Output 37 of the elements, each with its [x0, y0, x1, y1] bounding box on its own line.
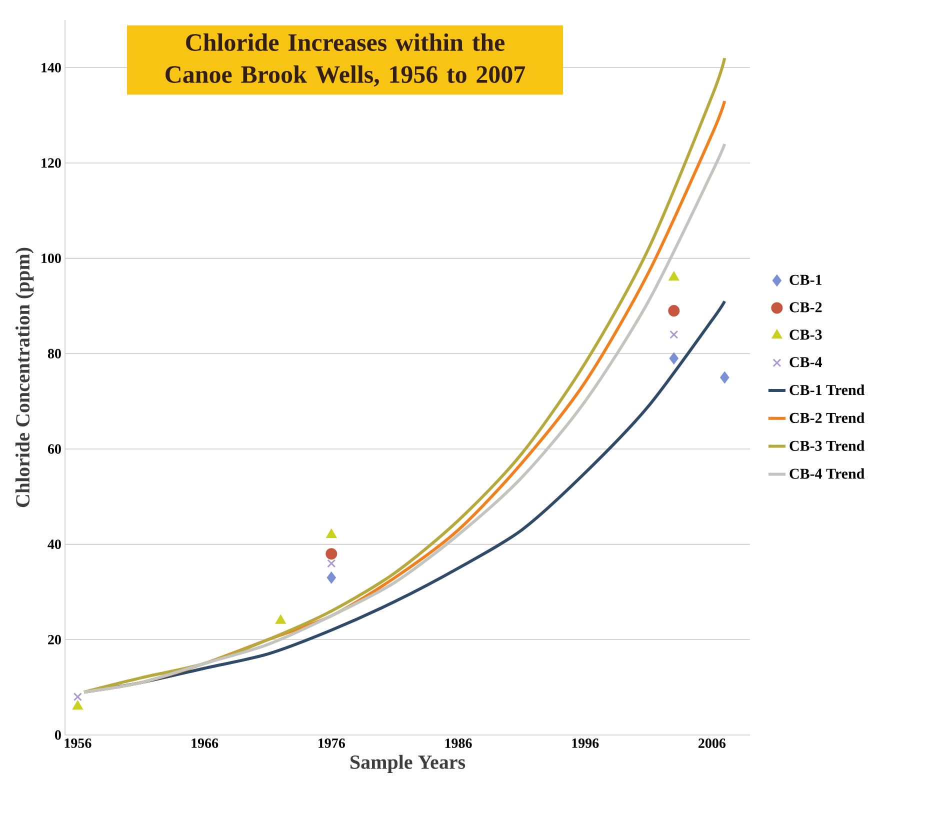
point — [72, 700, 83, 710]
point — [326, 548, 338, 560]
x-axis-title: Sample Years — [350, 754, 466, 773]
y-tick-label: 100 — [42, 254, 61, 264]
point — [668, 305, 680, 316]
x-tick-label: 1976 — [318, 738, 345, 748]
legend-label: CB-2 Trend — [790, 412, 865, 423]
y-tick-label: 120 — [42, 158, 61, 168]
x-tick-label: 1986 — [445, 738, 472, 748]
point — [668, 272, 679, 281]
point — [327, 559, 336, 568]
y-tick-label: 0 — [55, 730, 61, 740]
point — [720, 372, 730, 384]
x-tick-label: 2006 — [698, 738, 726, 748]
legend-label: CB-3 — [790, 330, 822, 340]
text: Chloride Increases within the Canoe Brook Wells, 1956 to 2007 — [166, 33, 526, 87]
y-tick-label: 80 — [48, 348, 61, 358]
y-axis-title: Chloride Concentration (ppm) — [15, 248, 34, 508]
point — [670, 330, 678, 339]
x-tick-label: 1956 — [64, 738, 92, 748]
y-tick-label: 60 — [48, 444, 61, 454]
legend-label: CB-3 Trend — [790, 440, 865, 451]
y-tick-label: 140 — [42, 62, 61, 72]
y-tick-label: 40 — [48, 540, 61, 550]
legend-label: CB-1 — [790, 274, 822, 285]
legend-label: CB-2 — [790, 302, 822, 312]
point — [276, 614, 286, 624]
point — [326, 572, 336, 584]
legend-label: CB-4 — [790, 357, 822, 368]
legend-label: CB-1 Trend — [790, 384, 865, 396]
legend-label: CB-4 Trend — [790, 468, 865, 479]
x-tick-label: 1996 — [572, 738, 599, 748]
y-tick-label: 20 — [48, 634, 61, 644]
point — [326, 529, 336, 538]
point — [73, 692, 82, 702]
x-tick-label: 1966 — [192, 738, 218, 748]
point — [669, 352, 678, 364]
